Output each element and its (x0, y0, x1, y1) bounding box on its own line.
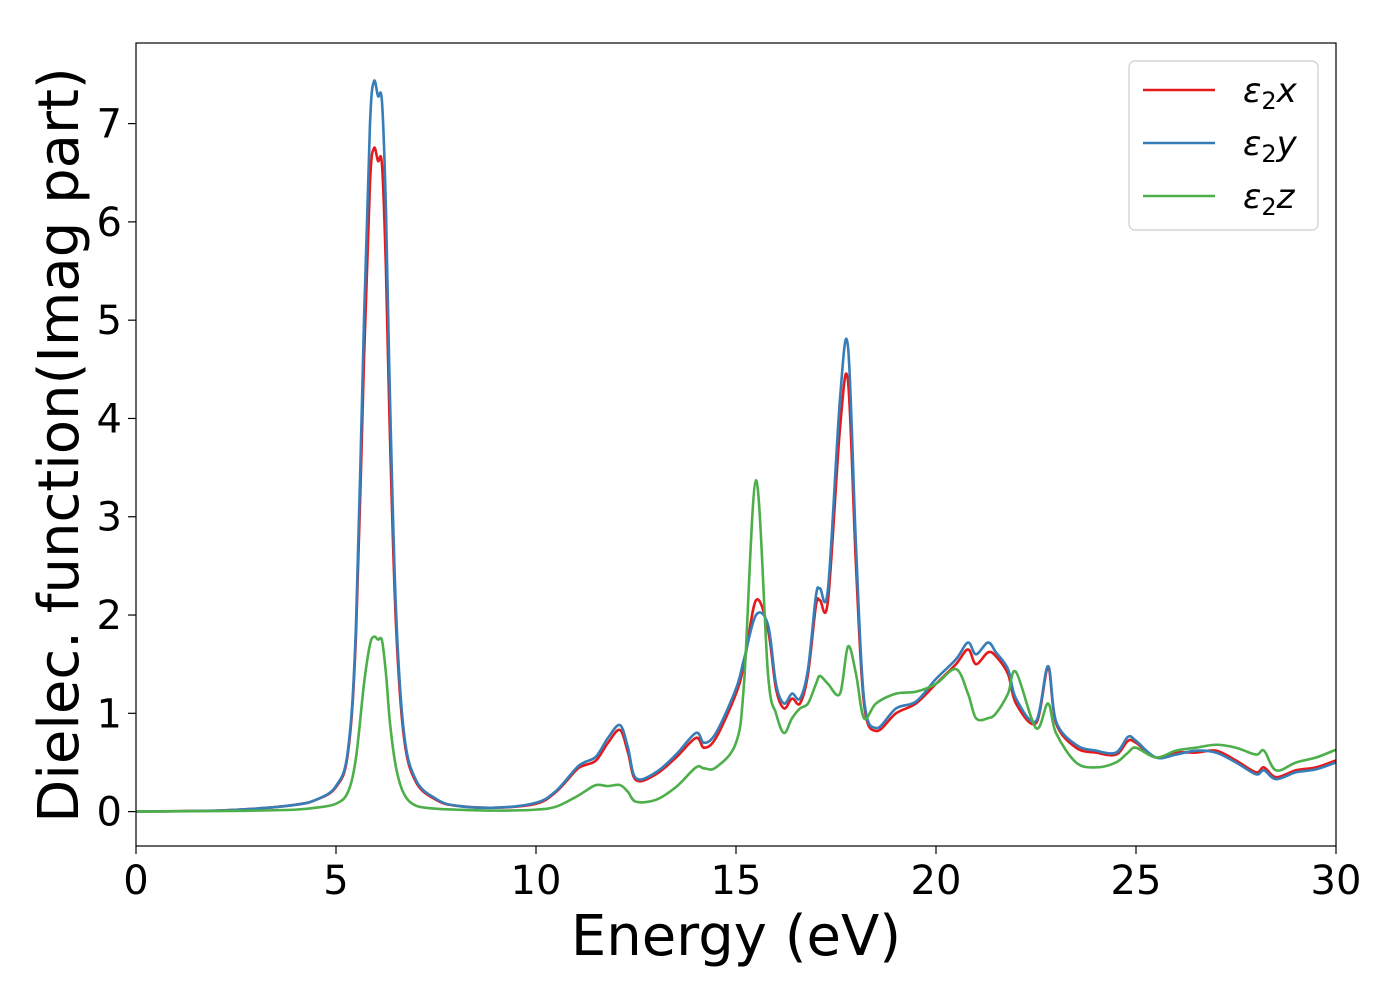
legend-label-z: ε2z (1243, 177, 1296, 221)
y-tick-label: 0 (97, 790, 122, 836)
series-layer (136, 79, 1336, 813)
x-tick-label: 25 (1111, 858, 1162, 904)
y-axis: 0 1 2 3 4 5 6 7 (97, 102, 136, 836)
x-tick-label: 0 (123, 858, 148, 904)
series-line-z (136, 479, 1336, 813)
x-tick-label: 15 (711, 858, 762, 904)
legend: ε2x ε2y ε2z (1128, 60, 1319, 231)
x-axis-label: Energy (eV) (571, 904, 901, 969)
y-tick-label: 5 (97, 298, 122, 344)
x-tick-label: 10 (511, 858, 562, 904)
legend-box (1128, 60, 1319, 231)
x-axis: 0 5 10 15 20 25 30 (123, 846, 1361, 904)
legend-label-y: ε2y (1243, 124, 1298, 168)
y-axis-label: Dielec. function(Imag part) (27, 67, 92, 823)
series-line-y (136, 79, 1336, 813)
y-tick-label: 1 (97, 691, 122, 737)
y-tick-label: 7 (97, 102, 122, 148)
y-tick-label: 6 (97, 200, 122, 246)
y-tick-label: 2 (97, 593, 122, 639)
y-tick-label: 4 (97, 396, 122, 442)
x-tick-label: 30 (1311, 858, 1362, 904)
y-tick-label: 3 (97, 495, 122, 541)
x-tick-label: 20 (911, 858, 962, 904)
x-tick-label: 5 (323, 858, 348, 904)
legend-label-x: ε2x (1243, 71, 1298, 115)
